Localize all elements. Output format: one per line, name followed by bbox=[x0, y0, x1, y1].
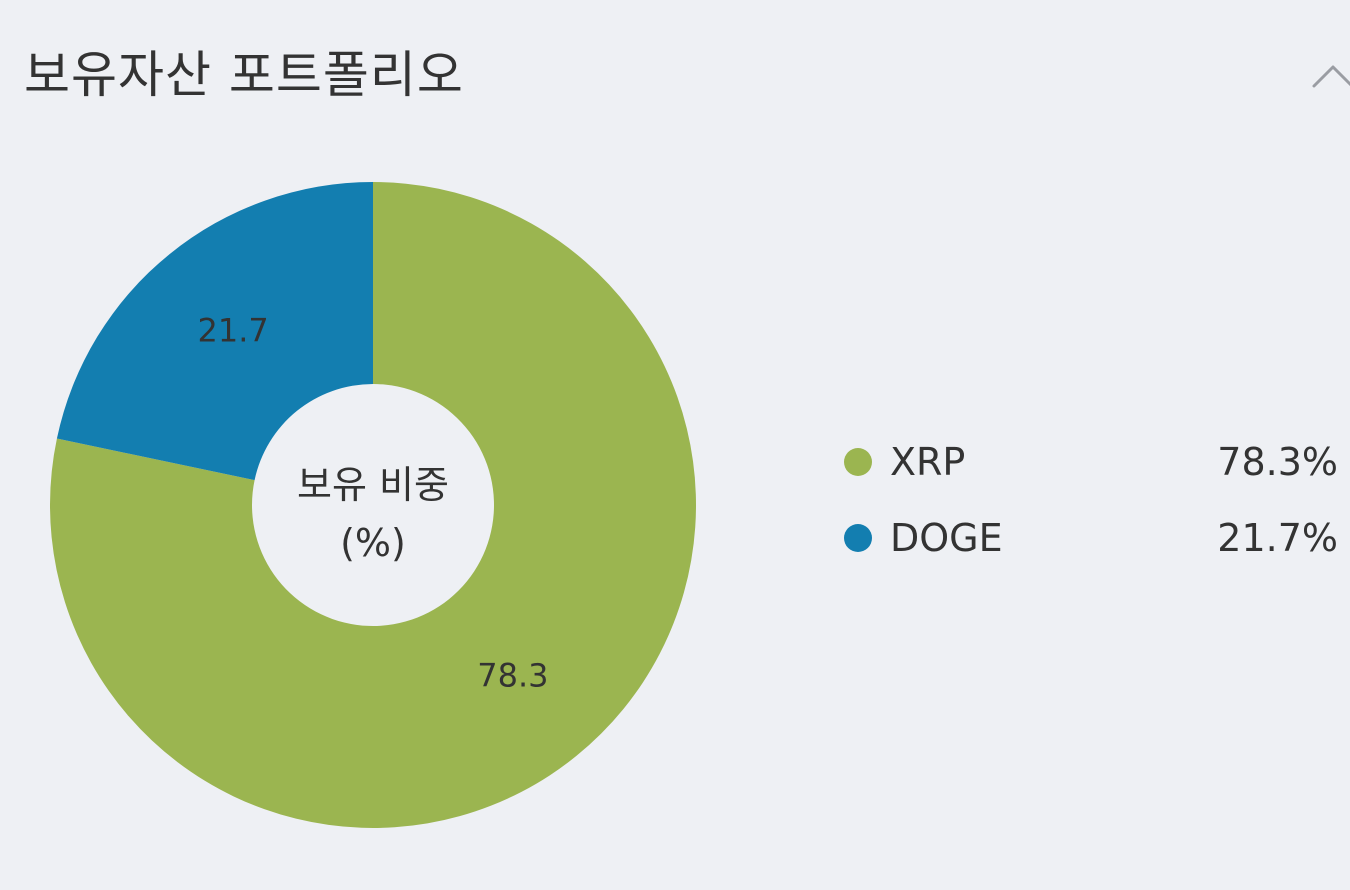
slice-label-xrp: 78.3 bbox=[477, 656, 548, 694]
legend-item-xrp[interactable]: XRP 78.3% bbox=[844, 428, 1344, 504]
legend-value: 78.3% bbox=[1217, 440, 1338, 484]
center-label-line-2: (%) bbox=[340, 521, 406, 565]
chevron-up-icon bbox=[1312, 65, 1350, 88]
slice-doge[interactable] bbox=[56, 182, 374, 481]
donut-chart: 78.3 21.7 보유 비중 (%) bbox=[49, 182, 696, 829]
slice-xrp[interactable] bbox=[49, 182, 696, 829]
legend-label: XRP bbox=[890, 440, 966, 484]
collapse-button[interactable] bbox=[1308, 50, 1350, 100]
chart-legend: XRP 78.3% DOGE 21.7% bbox=[844, 428, 1344, 580]
center-label-line-1: 보유 비중 bbox=[297, 463, 449, 507]
page-title: 보유자산 포트폴리오 bbox=[24, 46, 464, 104]
legend-label: DOGE bbox=[890, 516, 1003, 560]
legend-item-doge[interactable]: DOGE 21.7% bbox=[844, 504, 1344, 580]
legend-dot-xrp bbox=[844, 448, 872, 476]
legend-dot-doge bbox=[844, 524, 872, 552]
legend-value: 21.7% bbox=[1217, 516, 1338, 560]
slice-label-doge: 21.7 bbox=[197, 312, 268, 350]
